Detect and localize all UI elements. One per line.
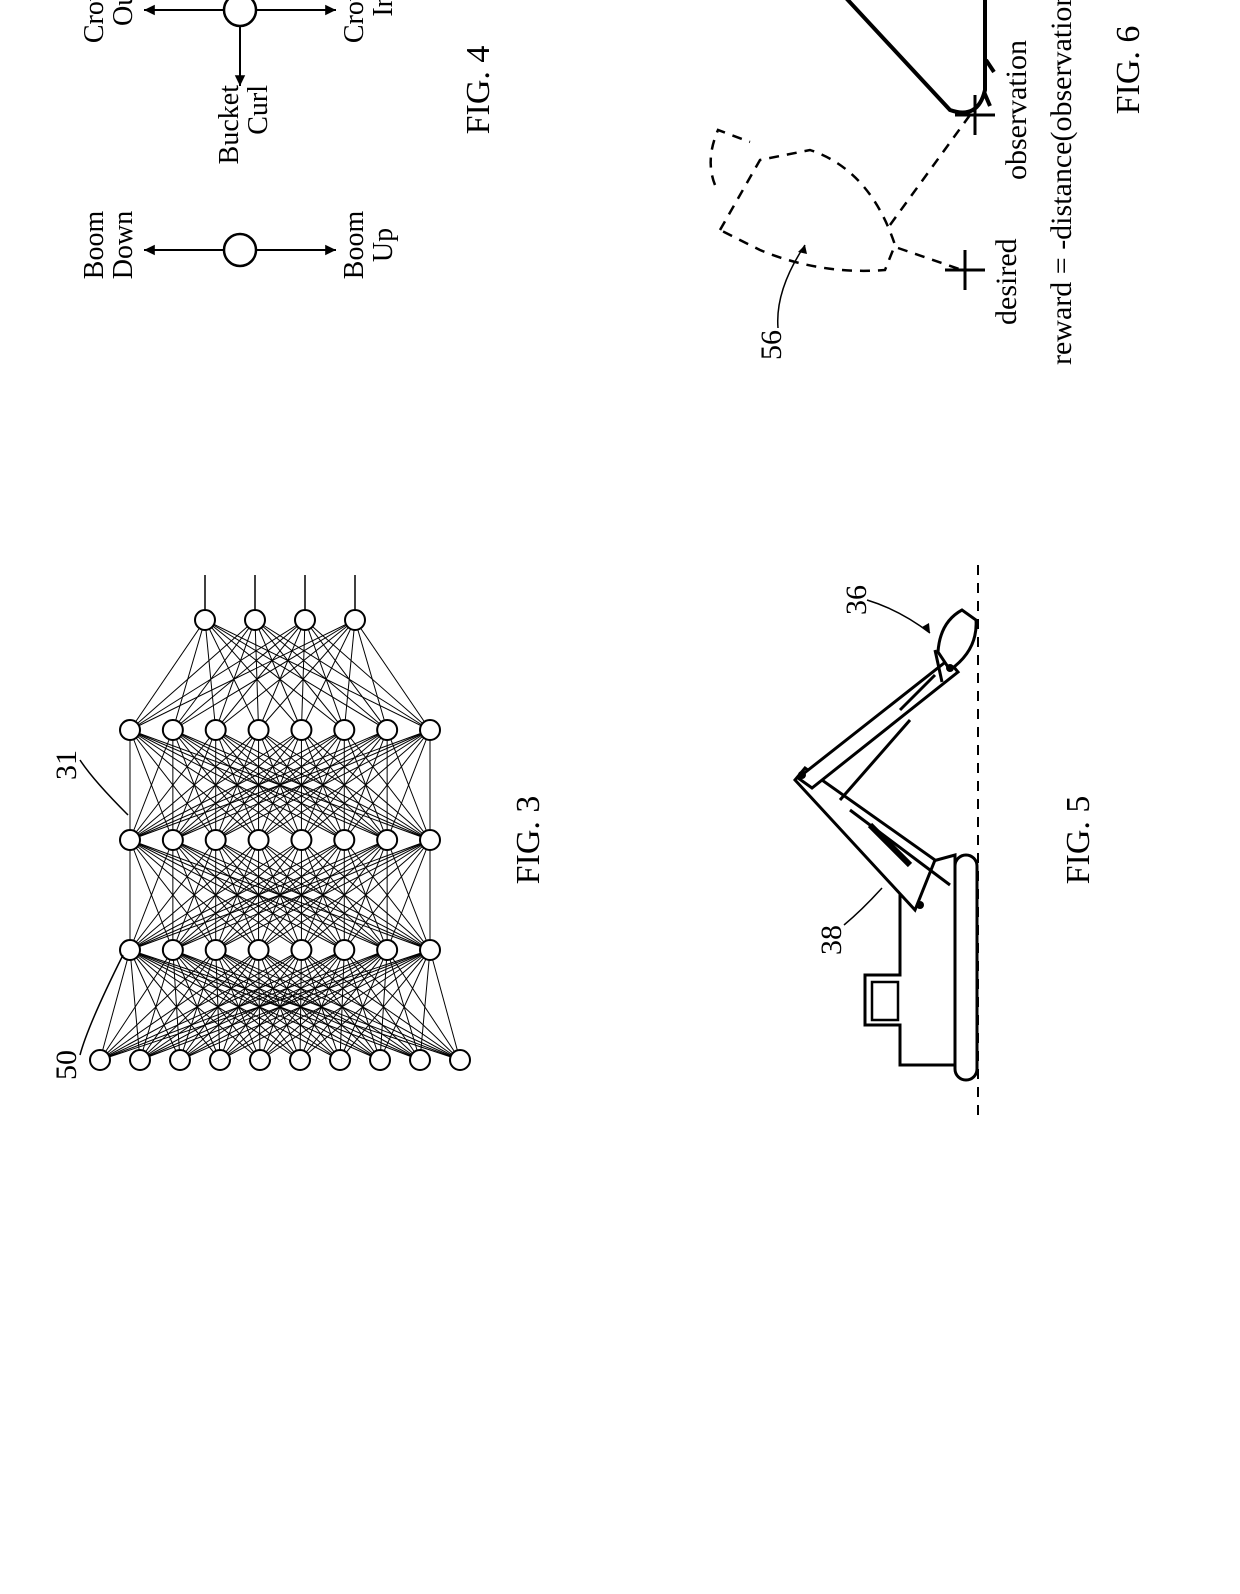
text-crowd-out: CrowdOut	[79, 0, 139, 43]
leader-36	[865, 585, 935, 635]
figure-3: 50 31 FIG. 3	[60, 560, 580, 1120]
text-bucket-curl: BucketCurl	[214, 85, 274, 164]
fig3-caption: FIG. 3	[510, 560, 548, 1120]
text-boom-down: BoomDown	[79, 211, 139, 279]
ref-56: 56	[755, 330, 789, 360]
label-observation: observation	[1000, 40, 1034, 180]
excavator-side-svg	[700, 560, 1030, 1120]
label-crowd-in: CrowdIn	[340, 0, 399, 60]
label-crowd-out: CrowdOut	[80, 0, 139, 60]
leader-50	[78, 945, 133, 1065]
label-desired: desired	[990, 238, 1024, 325]
figure-6: 56 58 desired observation reward = -dist…	[640, 0, 1200, 420]
fig5-caption: FIG. 5	[1060, 560, 1098, 1120]
leader-56	[770, 240, 820, 330]
leader-31	[78, 720, 138, 820]
figure-4: BoomDown BoomUp CrowdOut CrowdIn BucketC…	[40, 0, 560, 370]
page: 50 31 FIG. 3 BoomDown BoomUp CrowdOut Cr…	[0, 0, 1240, 1240]
bucket-compare-svg	[640, 0, 1020, 420]
text-crowd-in: CrowdIn	[339, 0, 399, 43]
leader-38	[842, 880, 887, 930]
label-formula: reward = -distance(observation, desired)	[1045, 0, 1079, 365]
label-bucket-curl: BucketCurl	[215, 85, 274, 195]
label-boom-down: BoomDown	[80, 190, 139, 300]
fig6-caption: FIG. 6	[1110, 0, 1148, 420]
figure-5: 38 36 FIG. 5	[700, 560, 1150, 1120]
fig4-caption: FIG. 4	[460, 0, 498, 370]
label-boom-up: BoomUp	[340, 190, 399, 300]
text-boom-up: BoomUp	[339, 211, 399, 279]
